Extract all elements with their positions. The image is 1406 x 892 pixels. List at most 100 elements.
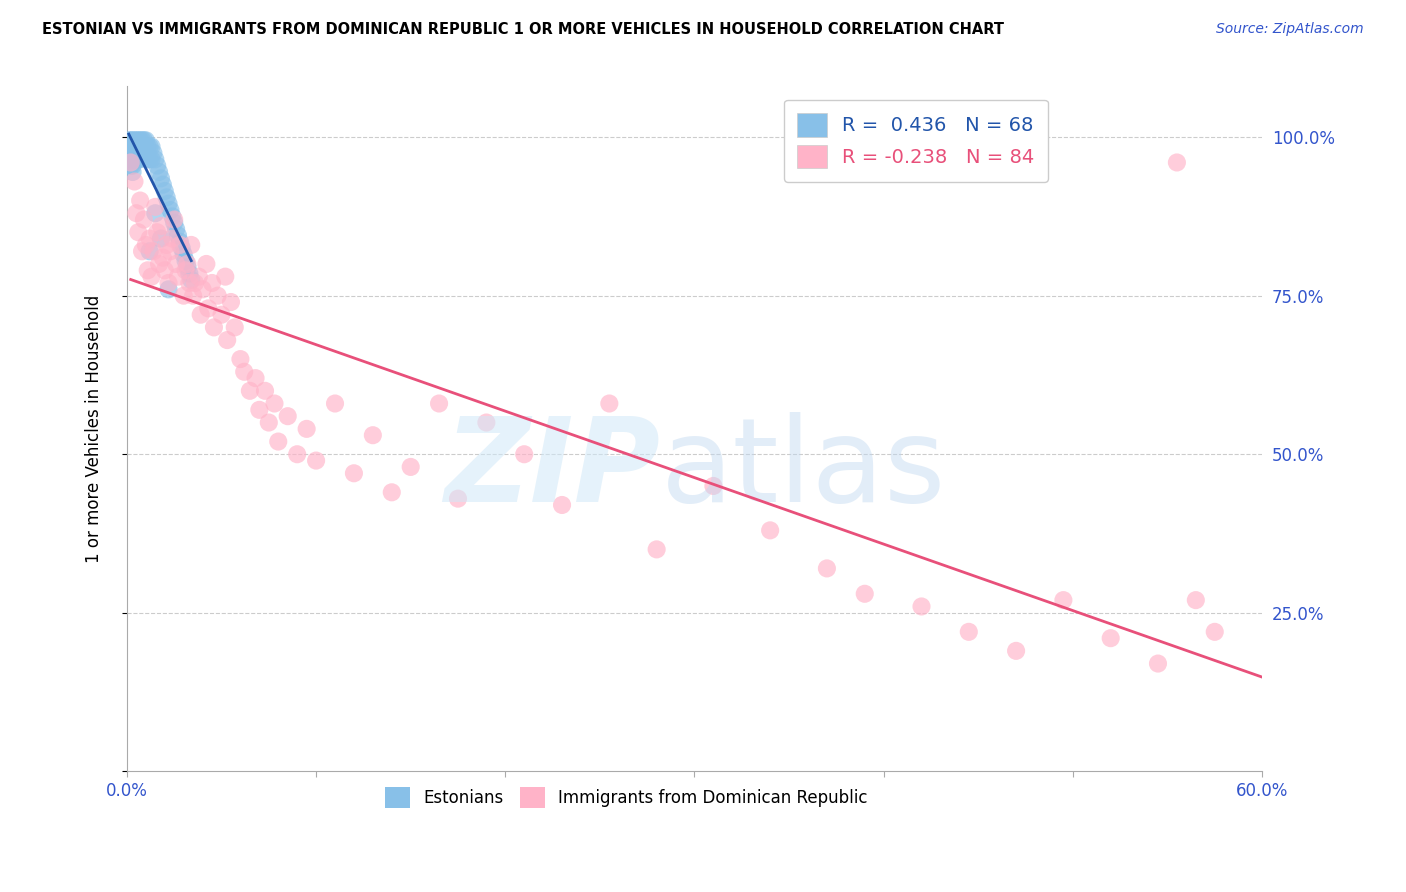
- Point: [179, 267, 201, 281]
- Point: [131, 145, 153, 160]
- Point: [156, 190, 179, 204]
- Point: [253, 384, 276, 398]
- Point: [157, 282, 180, 296]
- Point: [174, 263, 197, 277]
- Point: [124, 145, 146, 160]
- Point: [551, 498, 574, 512]
- Point: [343, 467, 366, 481]
- Point: [129, 153, 152, 167]
- Point: [162, 231, 184, 245]
- Point: [135, 133, 157, 147]
- Point: [361, 428, 384, 442]
- Point: [167, 228, 190, 243]
- Point: [163, 216, 186, 230]
- Point: [173, 247, 195, 261]
- Point: [1166, 155, 1188, 169]
- Point: [125, 153, 148, 167]
- Point: [124, 174, 146, 188]
- Point: [124, 139, 146, 153]
- Point: [267, 434, 290, 449]
- Point: [165, 222, 187, 236]
- Point: [136, 139, 159, 153]
- Point: [148, 165, 170, 179]
- Point: [239, 384, 262, 398]
- Point: [132, 133, 155, 147]
- Point: [141, 153, 163, 167]
- Point: [136, 263, 159, 277]
- Point: [219, 295, 242, 310]
- Point: [152, 178, 174, 192]
- Point: [129, 139, 152, 153]
- Point: [853, 587, 876, 601]
- Point: [169, 238, 191, 252]
- Point: [381, 485, 404, 500]
- Point: [263, 396, 285, 410]
- Point: [202, 320, 225, 334]
- Point: [207, 288, 229, 302]
- Point: [910, 599, 932, 614]
- Point: [162, 210, 184, 224]
- Point: [135, 145, 157, 160]
- Point: [247, 402, 270, 417]
- Point: [157, 196, 180, 211]
- Point: [129, 145, 152, 160]
- Point: [146, 159, 169, 173]
- Point: [513, 447, 536, 461]
- Point: [143, 200, 166, 214]
- Point: [285, 447, 308, 461]
- Point: [165, 257, 187, 271]
- Point: [118, 145, 141, 160]
- Point: [702, 479, 724, 493]
- Text: atlas: atlas: [661, 412, 946, 527]
- Point: [125, 133, 148, 147]
- Text: Source: ZipAtlas.com: Source: ZipAtlas.com: [1216, 22, 1364, 37]
- Point: [129, 133, 152, 147]
- Point: [257, 416, 280, 430]
- Point: [124, 153, 146, 167]
- Point: [295, 422, 318, 436]
- Point: [120, 145, 142, 160]
- Point: [127, 139, 149, 153]
- Point: [118, 139, 141, 153]
- Point: [120, 155, 142, 169]
- Point: [121, 139, 143, 153]
- Point: [1005, 644, 1028, 658]
- Point: [121, 153, 143, 167]
- Point: [1099, 631, 1122, 645]
- Point: [399, 459, 422, 474]
- Point: [180, 238, 202, 252]
- Point: [131, 139, 153, 153]
- Point: [195, 257, 218, 271]
- Point: [138, 231, 160, 245]
- Point: [131, 133, 153, 147]
- Point: [120, 133, 142, 147]
- Point: [159, 244, 181, 259]
- Point: [181, 288, 204, 302]
- Point: [815, 561, 838, 575]
- Point: [214, 269, 236, 284]
- Point: [179, 276, 201, 290]
- Point: [125, 145, 148, 160]
- Point: [152, 251, 174, 265]
- Point: [191, 282, 214, 296]
- Point: [127, 145, 149, 160]
- Point: [149, 171, 172, 186]
- Point: [201, 276, 224, 290]
- Point: [131, 244, 153, 259]
- Point: [176, 257, 198, 271]
- Point: [138, 139, 160, 153]
- Point: [180, 273, 202, 287]
- Point: [475, 416, 498, 430]
- Point: [142, 145, 165, 160]
- Point: [159, 202, 181, 217]
- Point: [143, 206, 166, 220]
- Point: [121, 165, 143, 179]
- Point: [141, 269, 163, 284]
- Legend: Estonians, Immigrants from Dominican Republic: Estonians, Immigrants from Dominican Rep…: [378, 780, 875, 814]
- Point: [305, 453, 328, 467]
- Point: [124, 133, 146, 147]
- Point: [153, 263, 176, 277]
- Point: [217, 333, 239, 347]
- Point: [187, 269, 209, 284]
- Point: [135, 238, 157, 252]
